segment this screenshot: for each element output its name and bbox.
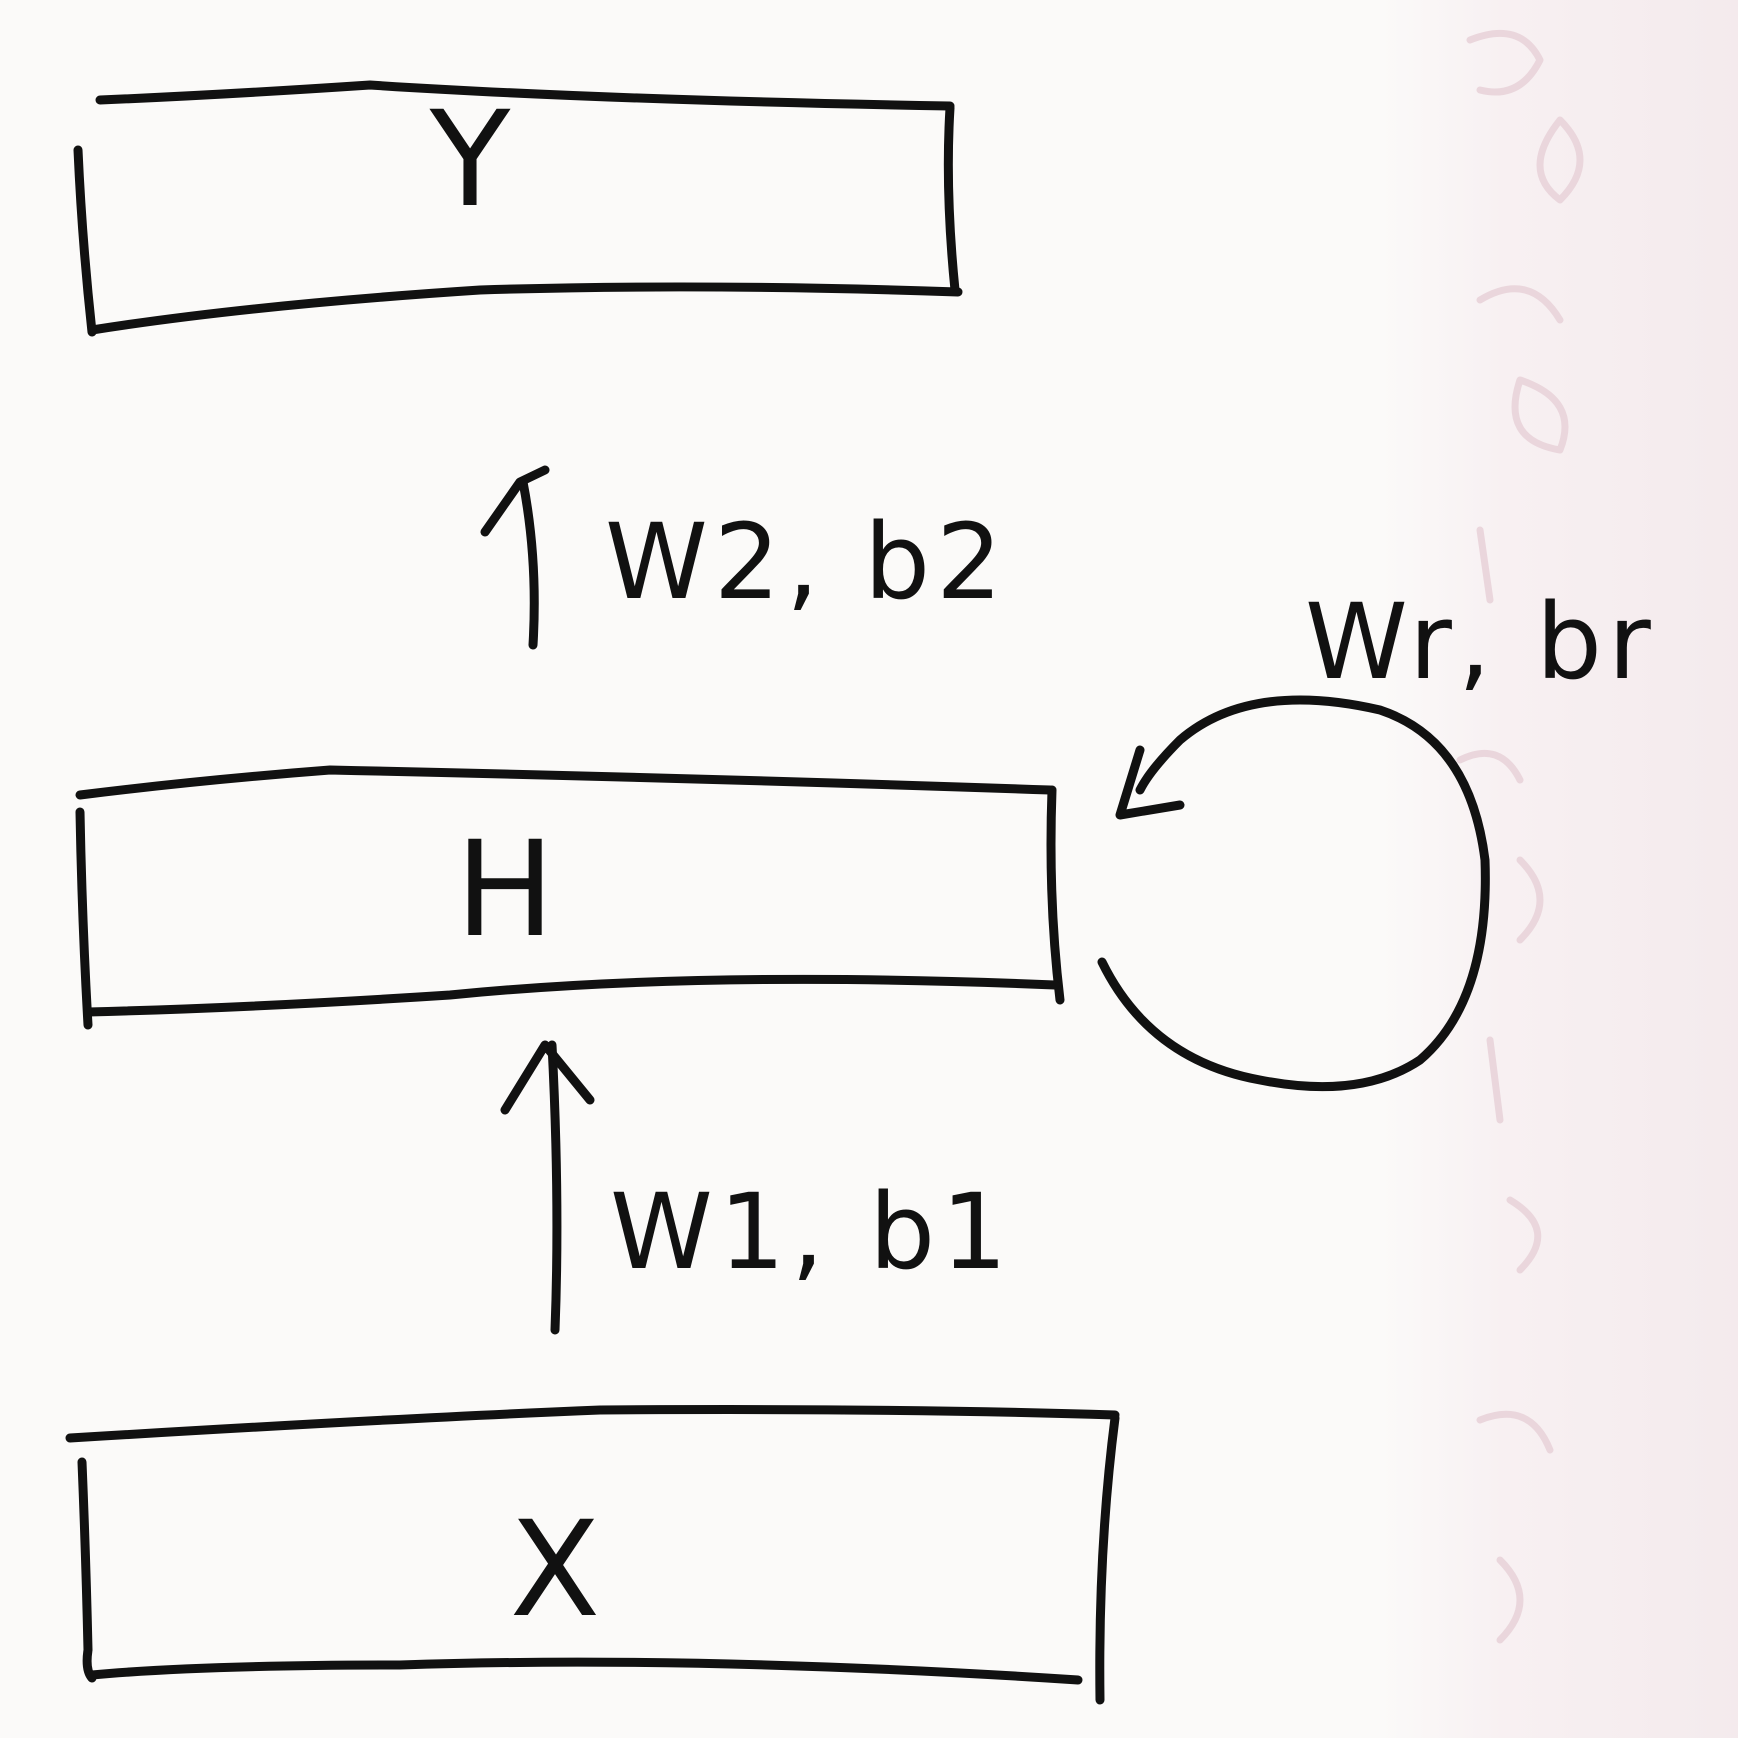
input-box-top-edge: [65, 1405, 1120, 1443]
input-box: [65, 1405, 1120, 1705]
input-box-label: X: [509, 1493, 601, 1647]
hidden-to-output-weights-label: W2, b2: [605, 501, 1009, 623]
output-box-left-edge: [73, 145, 97, 337]
hidden-box-label: H: [455, 813, 555, 967]
output-box-right-edge: [943, 103, 960, 295]
hidden-box-top-edge: [75, 765, 1055, 800]
recurrent-weights-label: Wr, br: [1305, 581, 1657, 703]
arrow-shaft: [547, 1040, 562, 1335]
hidden-box-bottom-edge: [83, 974, 1060, 1017]
hidden-box: [75, 765, 1065, 1030]
arrow-shaft: [518, 477, 539, 650]
input-to-hidden-weights-label: W1, b1: [610, 1171, 1014, 1293]
output-box-top-edge: [95, 80, 955, 111]
loop-arrow-head: [1115, 745, 1185, 820]
output-box: [73, 80, 963, 337]
recurrent-loop-arrow: [1097, 695, 1490, 1092]
input-box-right-edge: [1095, 1413, 1120, 1705]
output-box-bottom-edge: [87, 282, 963, 335]
arrow-head: [480, 465, 550, 537]
hidden-box-left-edge: [75, 807, 93, 1030]
arrow-head: [500, 1040, 595, 1115]
hidden-box-right-edge: [1046, 785, 1065, 1005]
input-box-left-edge: [77, 1457, 97, 1683]
arrow-input-to-hidden: [500, 1040, 595, 1335]
input-box-bottom-edge: [87, 1657, 1083, 1685]
loop-curve: [1097, 695, 1490, 1092]
paper-bleed-through: [1380, 0, 1738, 1738]
bleed-through-marks: [1456, 29, 1584, 1644]
output-box-label: Y: [429, 83, 511, 237]
arrow-hidden-to-output: [480, 465, 550, 650]
